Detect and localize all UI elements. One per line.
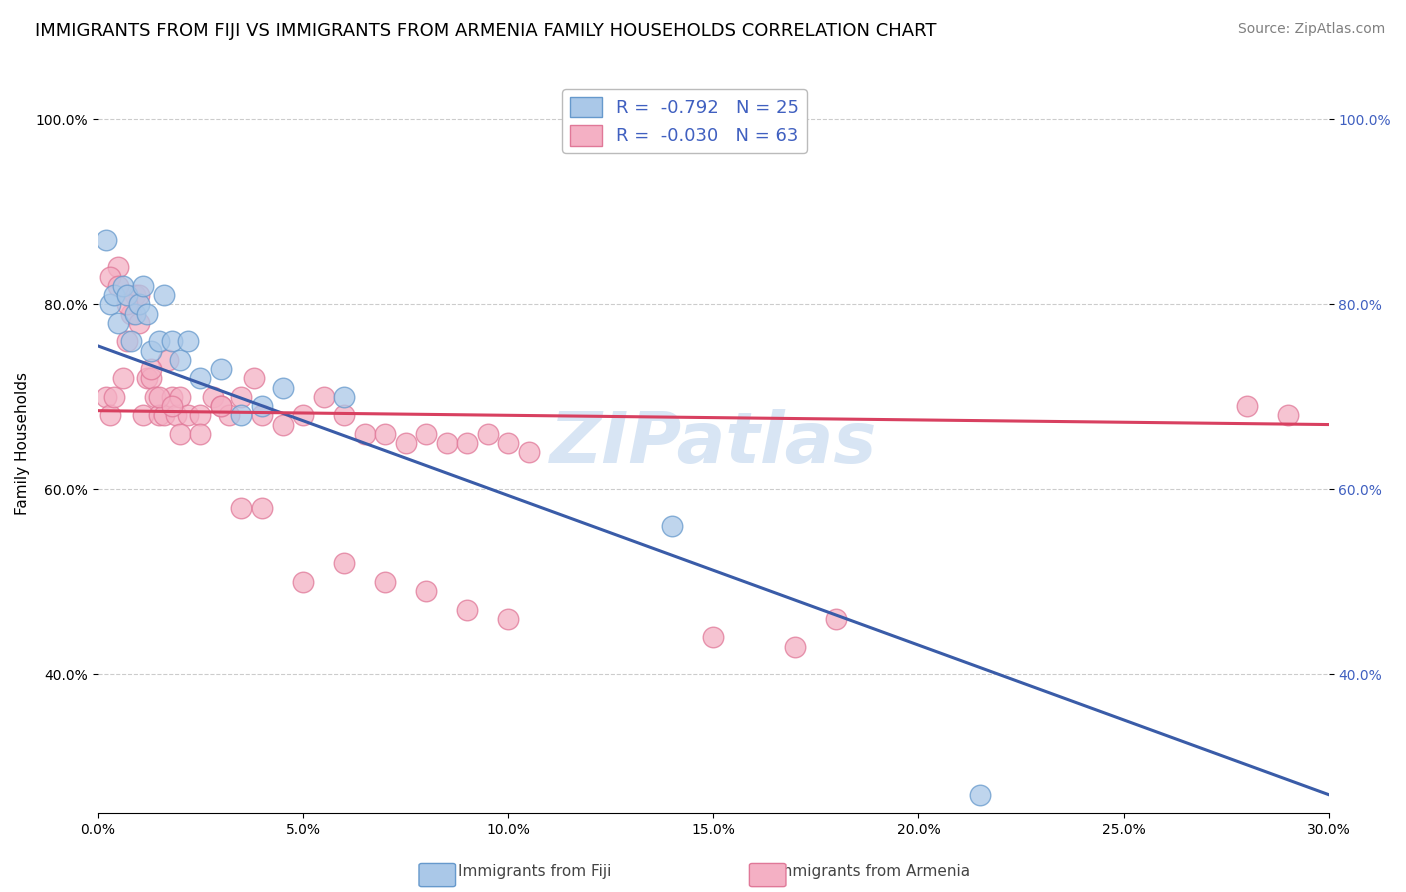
- Point: [231, 409, 253, 423]
- Point: [292, 409, 315, 423]
- Point: [661, 519, 683, 533]
- Point: [152, 288, 174, 302]
- Text: Immigrants from Armenia: Immigrants from Armenia: [773, 863, 970, 879]
- Point: [124, 306, 146, 320]
- Point: [111, 371, 134, 385]
- Point: [218, 409, 240, 423]
- Text: IMMIGRANTS FROM FIJI VS IMMIGRANTS FROM ARMENIA FAMILY HOUSEHOLDS CORRELATION CH: IMMIGRANTS FROM FIJI VS IMMIGRANTS FROM …: [35, 22, 936, 40]
- Point: [456, 436, 478, 450]
- Point: [312, 390, 335, 404]
- Point: [94, 390, 117, 404]
- Point: [353, 426, 375, 441]
- Point: [496, 436, 519, 450]
- Point: [436, 436, 458, 450]
- Point: [333, 557, 356, 571]
- Point: [374, 574, 396, 589]
- Point: [103, 390, 125, 404]
- Point: [243, 371, 266, 385]
- Point: [107, 260, 129, 275]
- Point: [496, 612, 519, 626]
- Point: [160, 334, 183, 349]
- Point: [231, 390, 253, 404]
- Point: [141, 371, 163, 385]
- Point: [333, 409, 356, 423]
- Point: [141, 343, 163, 358]
- Point: [825, 612, 848, 626]
- Point: [98, 409, 121, 423]
- Point: [141, 362, 163, 376]
- Point: [1277, 409, 1299, 423]
- Point: [128, 288, 150, 302]
- Point: [143, 390, 166, 404]
- Text: Source: ZipAtlas.com: Source: ZipAtlas.com: [1237, 22, 1385, 37]
- Point: [271, 380, 294, 394]
- Point: [132, 278, 155, 293]
- Point: [177, 334, 200, 349]
- Point: [136, 306, 159, 320]
- Point: [190, 426, 212, 441]
- Point: [169, 390, 191, 404]
- Point: [115, 288, 138, 302]
- Point: [120, 306, 142, 320]
- Point: [250, 500, 273, 515]
- Point: [103, 288, 125, 302]
- Point: [785, 640, 807, 654]
- Point: [120, 334, 142, 349]
- Point: [124, 288, 146, 302]
- Point: [115, 297, 138, 311]
- Point: [517, 445, 540, 459]
- Point: [107, 316, 129, 330]
- Point: [333, 390, 356, 404]
- Point: [415, 426, 437, 441]
- Point: [152, 409, 174, 423]
- Point: [160, 399, 183, 413]
- Point: [477, 426, 499, 441]
- Point: [190, 371, 212, 385]
- Point: [250, 409, 273, 423]
- Point: [190, 409, 212, 423]
- Point: [292, 574, 315, 589]
- Point: [209, 399, 232, 413]
- Point: [98, 269, 121, 284]
- Point: [231, 500, 253, 515]
- Point: [374, 426, 396, 441]
- Point: [148, 409, 170, 423]
- Point: [128, 316, 150, 330]
- Point: [969, 788, 991, 802]
- Point: [169, 352, 191, 367]
- Point: [177, 409, 200, 423]
- Point: [169, 426, 191, 441]
- Text: ZIPatlas: ZIPatlas: [550, 409, 877, 477]
- Point: [209, 399, 232, 413]
- Point: [702, 631, 724, 645]
- Point: [250, 399, 273, 413]
- Legend: R =  -0.792   N = 25, R =  -0.030   N = 63: R = -0.792 N = 25, R = -0.030 N = 63: [562, 89, 807, 153]
- Point: [98, 297, 121, 311]
- Point: [271, 417, 294, 432]
- Point: [201, 390, 224, 404]
- Point: [148, 390, 170, 404]
- Point: [132, 409, 155, 423]
- Point: [128, 297, 150, 311]
- Point: [156, 352, 179, 367]
- Point: [107, 278, 129, 293]
- Point: [165, 409, 187, 423]
- Point: [394, 436, 416, 450]
- Point: [111, 278, 134, 293]
- Point: [1236, 399, 1258, 413]
- Point: [94, 233, 117, 247]
- Point: [148, 334, 170, 349]
- Point: [415, 584, 437, 599]
- Point: [456, 602, 478, 616]
- Point: [160, 390, 183, 404]
- Point: [209, 362, 232, 376]
- Point: [136, 371, 159, 385]
- Point: [115, 334, 138, 349]
- Text: Immigrants from Fiji: Immigrants from Fiji: [457, 863, 612, 879]
- Y-axis label: Family Households: Family Households: [15, 372, 30, 515]
